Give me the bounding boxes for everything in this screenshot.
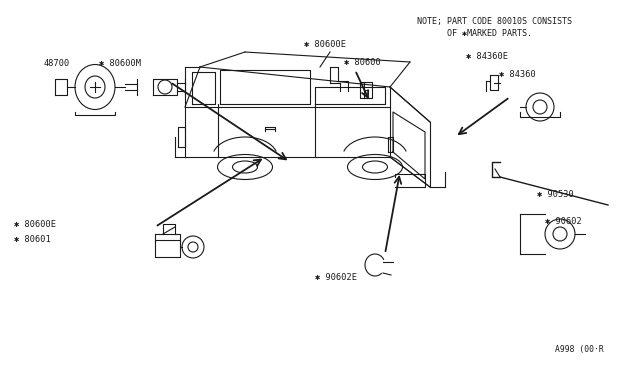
Text: 48700: 48700 (44, 58, 70, 67)
Text: ✱ 80600E: ✱ 80600E (304, 39, 346, 48)
Text: ✱ 90602: ✱ 90602 (545, 217, 582, 225)
Text: ✱ 90530: ✱ 90530 (537, 189, 573, 199)
Text: ✱ 80600E: ✱ 80600E (14, 219, 56, 228)
Text: NOTE; PART CODE 80010S CONSISTS: NOTE; PART CODE 80010S CONSISTS (417, 17, 572, 26)
Text: ✱ 80600M: ✱ 80600M (99, 58, 141, 67)
Text: ✱ 80600: ✱ 80600 (344, 58, 381, 67)
Text: A998 (00·R: A998 (00·R (555, 345, 604, 354)
Text: ✱ 84360: ✱ 84360 (499, 70, 536, 78)
Text: OF ✱MARKED PARTS.: OF ✱MARKED PARTS. (417, 29, 532, 38)
Text: ✱ 80601: ✱ 80601 (14, 234, 51, 244)
Text: ✱ 84360E: ✱ 84360E (466, 51, 508, 61)
Text: ✱ 90602E: ✱ 90602E (315, 273, 357, 282)
